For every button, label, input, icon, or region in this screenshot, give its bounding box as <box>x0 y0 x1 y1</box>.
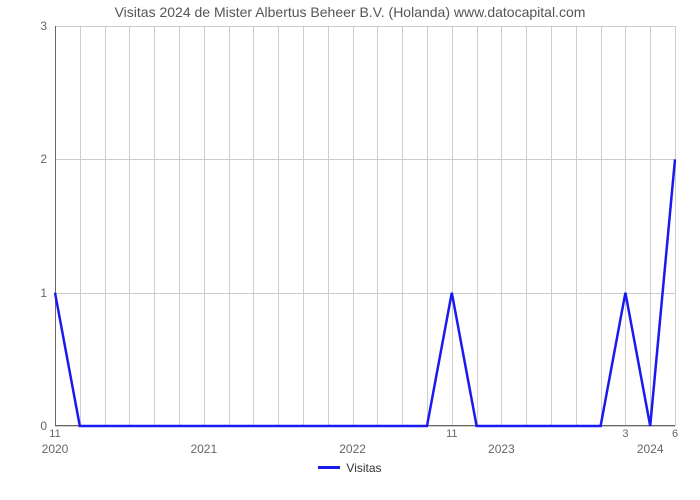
y-tick-label: 2 <box>25 152 47 166</box>
x-major-label: 2021 <box>190 442 217 456</box>
y-tick-label: 1 <box>25 286 47 300</box>
x-major-label: 2024 <box>637 442 664 456</box>
series-path <box>55 159 675 426</box>
chart-title: Visitas 2024 de Mister Albertus Beheer B… <box>0 4 700 20</box>
plot-area <box>55 26 675 426</box>
x-point-label: 11 <box>49 428 60 440</box>
legend: Visitas <box>0 460 700 475</box>
x-point-label: 3 <box>622 428 628 440</box>
grid-line-vertical <box>675 26 676 426</box>
y-tick-label: 0 <box>25 419 47 433</box>
chart-container: Visitas 2024 de Mister Albertus Beheer B… <box>0 0 700 500</box>
x-point-label: 6 <box>672 428 678 440</box>
x-point-label: 11 <box>446 428 457 440</box>
line-series <box>55 26 675 426</box>
x-major-label: 2023 <box>488 442 515 456</box>
x-major-label: 2022 <box>339 442 366 456</box>
y-tick-label: 3 <box>25 19 47 33</box>
legend-label: Visitas <box>346 461 381 475</box>
x-major-label: 2020 <box>42 442 69 456</box>
legend-swatch <box>318 466 340 469</box>
